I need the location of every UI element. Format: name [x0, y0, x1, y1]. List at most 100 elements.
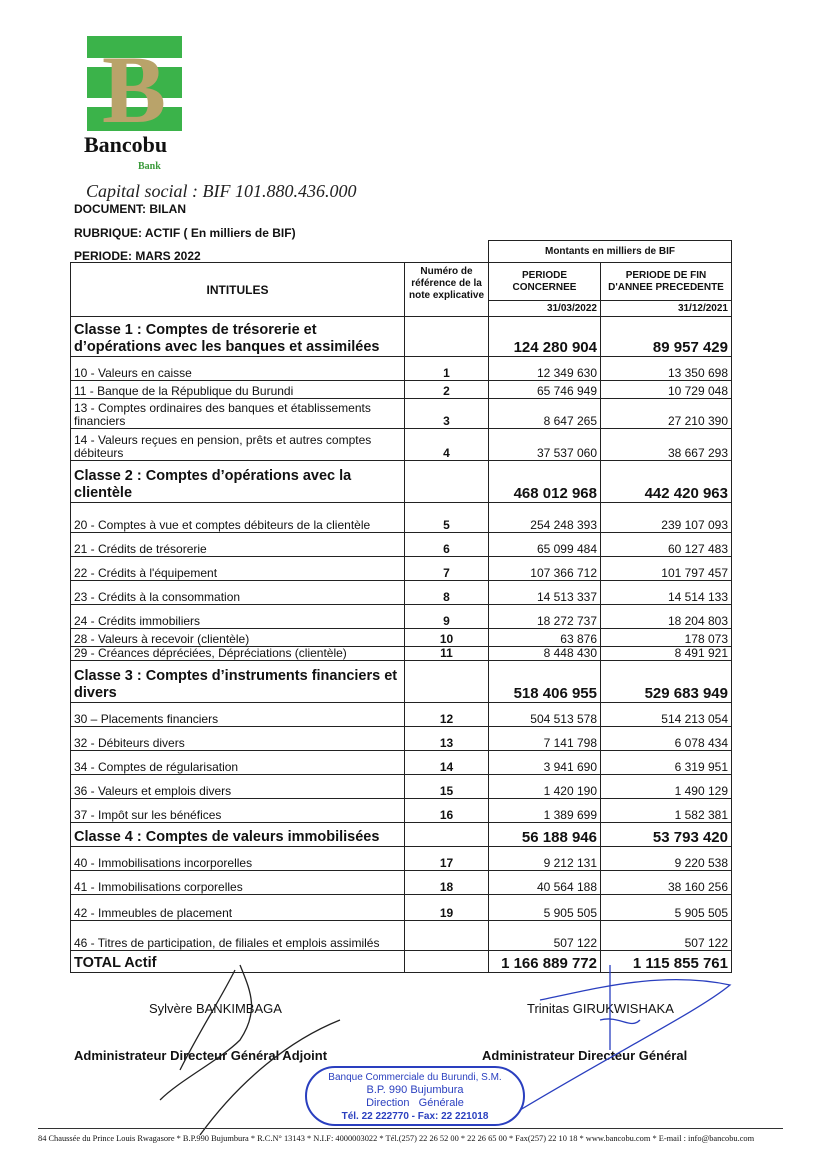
- left-signatory-name: Sylvère BANKIMBAGA: [149, 1001, 282, 1016]
- class-row: Classe 4 : Comptes de valeurs immobilisé…: [70, 822, 732, 847]
- row-label: 14 - Valeurs reçues en pension, prêts et…: [70, 428, 405, 461]
- row-ref: 13: [404, 726, 489, 751]
- bank-subtitle: Bank: [138, 161, 161, 172]
- row-ref: 12: [404, 702, 489, 727]
- row-current: 8 647 265: [488, 398, 601, 429]
- row-label: 21 - Crédits de trésorerie: [70, 532, 405, 557]
- table-row: 29 - Créances dépréciées, Dépréciations …: [70, 646, 732, 661]
- row-previous: 13 350 698: [600, 356, 732, 381]
- row-label: 36 - Valeurs et emplois divers: [70, 774, 405, 799]
- row-previous: 5 905 505: [600, 894, 732, 921]
- row-label: 41 - Immobilisations corporelles: [70, 870, 405, 895]
- row-current: 254 248 393: [488, 502, 601, 533]
- row-label: 28 - Valeurs à recevoir (clientèle): [70, 628, 405, 647]
- row-current: 7 141 798: [488, 726, 601, 751]
- class-row: Classe 3 : Comptes d’instruments financi…: [70, 660, 732, 703]
- footer-address: 84 Chaussée du Prince Louis Rwagasore * …: [38, 1134, 755, 1143]
- row-ref: 17: [404, 846, 489, 871]
- table-row: 20 - Comptes à vue et comptes débiteurs …: [70, 502, 732, 533]
- row-current: 1 389 699: [488, 798, 601, 823]
- table-row: 13 - Comptes ordinaires des banques et é…: [70, 398, 732, 429]
- row-label: 29 - Créances dépréciées, Dépréciations …: [70, 646, 405, 661]
- row-current: 5 905 505: [488, 894, 601, 921]
- rubrique-label: RUBRIQUE: ACTIF ( En milliers de BIF): [74, 226, 296, 240]
- row-ref: [404, 822, 489, 847]
- row-current: 504 513 578: [488, 702, 601, 727]
- row-label: 42 - Immeubles de placement: [70, 894, 405, 921]
- col-intitules: INTITULES: [70, 262, 405, 317]
- row-ref: 11: [404, 646, 489, 661]
- row-label: 22 - Crédits à l'équipement: [70, 556, 405, 581]
- row-ref: 10: [404, 628, 489, 647]
- table-row: 21 - Crédits de trésorerie 6 65 099 484 60 …: [70, 532, 732, 557]
- row-previous: 53 793 420: [600, 822, 732, 847]
- table-row: 24 - Crédits immobiliers 9 18 272 737 18 20…: [70, 604, 732, 629]
- row-label: Classe 3 : Comptes d’instruments financi…: [70, 660, 405, 703]
- row-current: 3 941 690: [488, 750, 601, 775]
- stamp-line2: Direction Générale: [366, 1097, 464, 1109]
- table-row: 22 - Crédits à l'équipement 7 107 366 712 1…: [70, 556, 732, 581]
- stamp-ring-text: Banque Commerciale du Burundi, S.M.: [328, 1072, 502, 1083]
- row-previous: 38 160 256: [600, 870, 732, 895]
- row-ref: [404, 660, 489, 703]
- col-previous: PERIODE DE FIN D'ANNEE PRECEDENTE: [600, 262, 732, 301]
- row-current: 1 420 190: [488, 774, 601, 799]
- row-current: 12 349 630: [488, 356, 601, 381]
- row-ref: 18: [404, 870, 489, 895]
- row-ref: 8: [404, 580, 489, 605]
- row-label: 20 - Comptes à vue et comptes débiteurs …: [70, 502, 405, 533]
- official-stamp: Banque Commerciale du Burundi, S.M. B.P.…: [305, 1066, 525, 1126]
- row-current: 18 272 737: [488, 604, 601, 629]
- row-label: Classe 1 : Comptes de trésorerie et d’op…: [70, 316, 405, 357]
- row-current: 124 280 904: [488, 316, 601, 357]
- row-previous: 9 220 538: [600, 846, 732, 871]
- row-previous: 442 420 963: [600, 460, 732, 503]
- col-ref: Numéro de référence de la note explicati…: [404, 262, 489, 317]
- row-ref: 14: [404, 750, 489, 775]
- row-ref: 6: [404, 532, 489, 557]
- row-current: 63 876: [488, 628, 601, 647]
- row-previous: 6 078 434: [600, 726, 732, 751]
- row-current: 37 537 060: [488, 428, 601, 461]
- row-label: 24 - Crédits immobiliers: [70, 604, 405, 629]
- bilan-table: Montants en milliers de BIF INTITULES Nu…: [70, 240, 732, 973]
- class-row: Classe 2 : Comptes d’opérations avec la …: [70, 460, 732, 503]
- row-label: 10 - Valeurs en caisse: [70, 356, 405, 381]
- table-row: 36 - Valeurs et emplois divers 15 1 420 19…: [70, 774, 732, 799]
- table-row: 40 - Immobilisations incorporelles 17 9 21…: [70, 846, 732, 871]
- row-label: 30 – Placements financiers: [70, 702, 405, 727]
- footer-rule: [38, 1128, 783, 1129]
- row-previous: 38 667 293: [600, 428, 732, 461]
- row-previous: 514 213 054: [600, 702, 732, 727]
- row-previous: 178 073: [600, 628, 732, 647]
- row-label: 34 - Comptes de régularisation: [70, 750, 405, 775]
- row-current: 56 188 946: [488, 822, 601, 847]
- row-label: 40 - Immobilisations incorporelles: [70, 846, 405, 871]
- row-ref: 4: [404, 428, 489, 461]
- right-signatory-title: Administrateur Directeur Général: [482, 1048, 688, 1063]
- stamp-bottom-text: Tél. 22 222770 - Fax: 22 221018: [341, 1111, 489, 1122]
- left-signatory-title: Administrateur Directeur Général Adjoint: [74, 1048, 328, 1063]
- handwritten-signatures: [159, 964, 732, 1136]
- row-previous: 18 204 803: [600, 604, 732, 629]
- table-row: 46 - Titres de participation, de filiale…: [70, 920, 732, 951]
- row-ref: 15: [404, 774, 489, 799]
- row-ref: 19: [404, 894, 489, 921]
- bank-name: Bancobu: [84, 132, 168, 157]
- document-label: DOCUMENT: BILAN: [74, 202, 186, 216]
- row-previous: 27 210 390: [600, 398, 732, 429]
- row-label: 37 - Impôt sur les bénéfices: [70, 798, 405, 823]
- class-row: Classe 1 : Comptes de trésorerie et d’op…: [70, 316, 732, 357]
- montants-header: Montants en milliers de BIF: [488, 240, 732, 263]
- row-previous: 507 122: [600, 920, 732, 951]
- row-current: 65 099 484: [488, 532, 601, 557]
- stamp-line1: B.P. 990 Bujumbura: [366, 1084, 464, 1096]
- row-ref: [404, 316, 489, 357]
- row-previous: 8 491 921: [600, 646, 732, 661]
- row-previous: 60 127 483: [600, 532, 732, 557]
- row-current: 40 564 188: [488, 870, 601, 895]
- row-ref: 16: [404, 798, 489, 823]
- row-previous: 101 797 457: [600, 556, 732, 581]
- row-ref: 5: [404, 502, 489, 533]
